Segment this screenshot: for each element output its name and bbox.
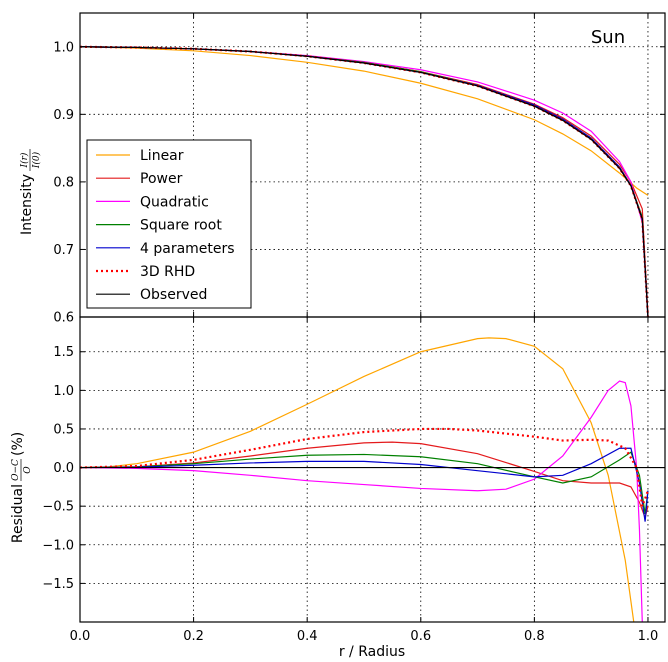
xtick-label-0-4: 0.4 — [297, 629, 318, 644]
legend-label-observed: Observed — [140, 287, 207, 303]
bot-series-3d-rhd — [80, 427, 649, 507]
top-ytick-label-0-9: 0.9 — [53, 108, 74, 123]
bottom-ylabel: Residual O−C O (%) — [10, 432, 33, 543]
xtick-label-0-6: 0.6 — [410, 629, 431, 644]
bot-ytick-label-1-0: −1.0 — [42, 538, 74, 553]
legend-label-square-root: Square root — [140, 218, 222, 234]
bottom-ylabel-unit: (%) — [10, 432, 26, 456]
bot-series-quadratic — [80, 380, 643, 622]
top-series-observed — [80, 46, 649, 317]
bottom-ylabel-text: Residual — [10, 484, 26, 543]
bot-ytick-label-1-5: 1.5 — [53, 345, 74, 360]
xtick-label-0-2: 0.2 — [183, 629, 204, 644]
bottom-plot-frame — [79, 316, 666, 623]
bottom-ylabel-num: O−C — [11, 459, 21, 481]
bottom-grid — [79, 317, 665, 622]
bot-series-power — [80, 441, 649, 520]
bot-ytick-label-0-5: 0.5 — [53, 422, 74, 437]
top-series-group — [80, 45, 650, 317]
legend-label-4-parameters: 4 parameters — [140, 241, 235, 257]
xtick-label-1-0: 1.0 — [638, 629, 659, 644]
bottom-x-ticks: 0.0 0.2 0.4 0.6 0.8 1.0 — [70, 629, 659, 644]
top-y-ticks: 0.6 0.7 0.8 0.9 1.0 — [53, 13, 665, 326]
legend-label-3d-rhd: 3D RHD — [140, 264, 195, 280]
top-ytick-label-0-7: 0.7 — [53, 243, 74, 258]
top-series-linear — [80, 46, 649, 196]
bottom-series-group — [80, 337, 665, 622]
legend-label-power: Power — [140, 171, 183, 187]
bot-ytick-label-1-0: 1.0 — [53, 384, 74, 399]
x-axis-label: r / Radius — [339, 644, 405, 660]
top-ylabel-num: I(r) — [19, 152, 30, 168]
top-ytick-label-1-0: 1.0 — [53, 40, 74, 55]
xtick-label-0-8: 0.8 — [524, 629, 545, 644]
top-ylabel: Intensity I(r) I(0) — [19, 149, 42, 235]
bot-ytick-label-0-0: 0.0 — [53, 461, 74, 476]
top-ylabel-text: Intensity — [19, 174, 35, 235]
bottom-ylabel-den: O — [23, 466, 33, 474]
top-ylabel-den: I(0) — [31, 151, 42, 169]
bot-ytick-label-0-5: −0.5 — [42, 500, 74, 515]
bottom-y-ticks: −1.5 −1.0 −0.5 0.0 0.5 1.0 1.5 — [42, 317, 665, 622]
xtick-label-0-0: 0.0 — [70, 629, 91, 644]
legend: Linear Power Quadratic Square root 4 paramet… — [86, 139, 252, 309]
legend-label-linear: Linear — [140, 148, 184, 164]
top-ytick-label-0-8: 0.8 — [53, 175, 74, 190]
legend-label-quadratic: Quadratic — [140, 194, 209, 210]
chart-title: Sun — [591, 27, 625, 48]
bot-ytick-label-1-5: −1.5 — [42, 577, 74, 592]
top-ytick-label-0-6: 0.6 — [53, 311, 74, 326]
